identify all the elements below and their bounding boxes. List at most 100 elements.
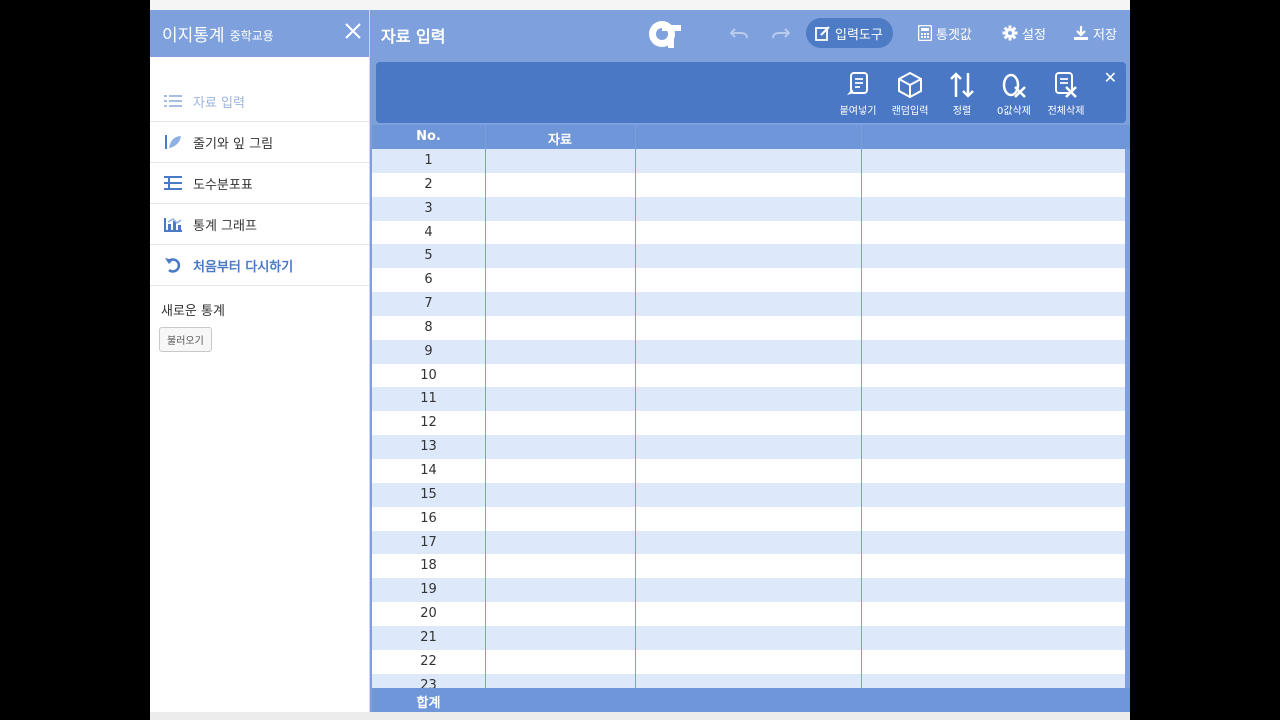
table-row[interactable]: 11 xyxy=(372,387,1130,412)
paste-label: 붙여넣기 xyxy=(839,106,877,117)
sort-icon xyxy=(936,68,988,102)
data-grid: No. 자료 1 2 3 4 5 6 7 8 9 10 11 12 13 14 15 16 17 18 19 20 21… xyxy=(372,125,1130,712)
delete-all-icon xyxy=(1040,68,1092,102)
delete-all-tool[interactable]: 전체삭제 xyxy=(1040,68,1092,117)
table-row[interactable]: 22 xyxy=(372,649,1130,674)
table-row[interactable]: 4 xyxy=(372,220,1130,245)
table-icon xyxy=(163,175,183,191)
main-panel: 자료 입력 입력도구 xyxy=(370,10,1130,712)
close-panel-icon[interactable]: ✕ xyxy=(1103,68,1117,87)
row-number: 21 xyxy=(420,629,437,645)
table-row[interactable]: 16 xyxy=(372,506,1130,531)
row-number: 14 xyxy=(420,462,437,478)
row-number: 20 xyxy=(420,606,437,622)
sidebar-item-restart[interactable]: 처음부터 다시하기 xyxy=(150,245,369,286)
table-row[interactable]: 8 xyxy=(372,315,1130,340)
column-header-data: 자료 xyxy=(548,133,572,148)
table-row[interactable]: 9 xyxy=(372,339,1130,364)
row-number: 4 xyxy=(424,224,433,240)
total-label: 합계 xyxy=(416,696,441,711)
row-number: 5 xyxy=(424,248,433,264)
random-cube-icon xyxy=(884,68,936,102)
row-number: 19 xyxy=(420,582,437,598)
random-input-tool[interactable]: 랜덤입력 xyxy=(884,68,936,117)
paste-icon xyxy=(832,68,884,102)
table-row[interactable]: 10 xyxy=(372,363,1130,388)
delete-zero-label: 0값삭제 xyxy=(997,106,1031,117)
row-number: 1 xyxy=(424,153,433,168)
row-number: 6 xyxy=(424,272,433,288)
app-logo: 이지통계 xyxy=(162,26,225,46)
download-icon xyxy=(1073,25,1089,41)
sidebar: 이지통계 중학교용 자료 입력 줄기와 잎 그림 xyxy=(150,10,370,712)
redo-icon[interactable] xyxy=(772,25,791,44)
list-icon xyxy=(163,93,183,109)
sidebar-item-frequency-table[interactable]: 도수분포표 xyxy=(150,163,369,204)
table-row[interactable]: 1 xyxy=(372,149,1130,173)
row-number: 17 xyxy=(420,534,437,550)
row-number: 2 xyxy=(424,176,433,192)
new-stats-title: 새로운 통계 xyxy=(161,304,225,319)
sidebar-header: 이지통계 중학교용 xyxy=(150,10,369,57)
table-row[interactable]: 3 xyxy=(372,196,1130,221)
table-row[interactable]: 12 xyxy=(372,411,1130,436)
sort-label: 정렬 xyxy=(952,106,972,117)
settings-button[interactable]: 설정 xyxy=(1002,18,1046,48)
row-number: 9 xyxy=(424,343,433,359)
calculator-icon xyxy=(918,25,932,41)
table-row[interactable]: 17 xyxy=(372,530,1130,555)
table-row[interactable]: 21 xyxy=(372,625,1130,650)
paste-tool[interactable]: 붙여넣기 xyxy=(832,68,884,117)
sidebar-item-data-input[interactable]: 자료 입력 xyxy=(150,81,369,122)
table-row[interactable]: 15 xyxy=(372,482,1130,507)
undo-icon[interactable] xyxy=(729,25,748,44)
window-bottom-edge xyxy=(150,712,1130,720)
brand-logo-icon xyxy=(648,18,682,50)
app-logo-subtitle: 중학교용 xyxy=(229,28,274,43)
close-sidebar-icon[interactable] xyxy=(342,22,364,44)
table-row[interactable]: 6 xyxy=(372,268,1130,293)
window-top-edge xyxy=(150,0,1130,10)
sidebar-item-stat-graph[interactable]: 통계 그래프 xyxy=(150,204,369,245)
top-bar: 자료 입력 입력도구 xyxy=(370,10,1130,57)
table-row[interactable]: 14 xyxy=(372,458,1130,483)
page-title: 자료 입력 xyxy=(381,27,446,46)
row-number: 10 xyxy=(420,367,437,383)
chart-icon xyxy=(163,216,183,232)
scrollbar-track[interactable] xyxy=(1125,149,1130,688)
table-row[interactable]: 13 xyxy=(372,435,1130,459)
table-row[interactable]: 18 xyxy=(372,554,1130,579)
stats-button[interactable]: 통곗값 xyxy=(918,18,972,48)
row-number: 15 xyxy=(420,486,437,502)
grid-header: No. 자료 xyxy=(372,125,1130,149)
table-row[interactable]: 7 xyxy=(372,292,1130,316)
row-number: 22 xyxy=(420,653,437,669)
row-number: 16 xyxy=(420,510,437,526)
table-row[interactable]: 5 xyxy=(372,244,1130,269)
total-row: 합계 xyxy=(372,688,1130,712)
stats-label: 통곗값 xyxy=(936,27,972,43)
sidebar-item-stem-leaf[interactable]: 줄기와 잎 그림 xyxy=(150,122,369,163)
table-row[interactable]: 19 xyxy=(372,578,1130,603)
random-input-label: 랜덤입력 xyxy=(891,106,929,117)
row-number: 11 xyxy=(420,391,437,407)
settings-label: 설정 xyxy=(1022,27,1046,43)
row-number: 3 xyxy=(424,200,433,216)
row-number: 7 xyxy=(424,296,433,312)
sidebar-item-label: 자료 입력 xyxy=(193,95,245,111)
row-number: 12 xyxy=(420,415,437,431)
input-tools-panel: 붙여넣기 랜덤입력 정렬 0값삭제 xyxy=(376,62,1126,123)
save-button[interactable]: 저장 xyxy=(1073,18,1117,48)
load-button[interactable]: 불러오기 xyxy=(159,327,212,352)
edit-icon xyxy=(815,25,831,41)
gear-icon xyxy=(1002,25,1018,41)
sidebar-item-label: 처음부터 다시하기 xyxy=(193,259,294,275)
table-row[interactable]: 20 xyxy=(372,602,1130,626)
save-label: 저장 xyxy=(1093,27,1117,43)
input-tools-button[interactable]: 입력도구 xyxy=(806,18,893,48)
undo-icon xyxy=(163,257,183,273)
table-row[interactable]: 2 xyxy=(372,172,1130,197)
sort-tool[interactable]: 정렬 xyxy=(936,68,988,117)
delete-all-label: 전체삭제 xyxy=(1047,106,1085,117)
delete-zero-tool[interactable]: 0값삭제 xyxy=(988,68,1040,117)
